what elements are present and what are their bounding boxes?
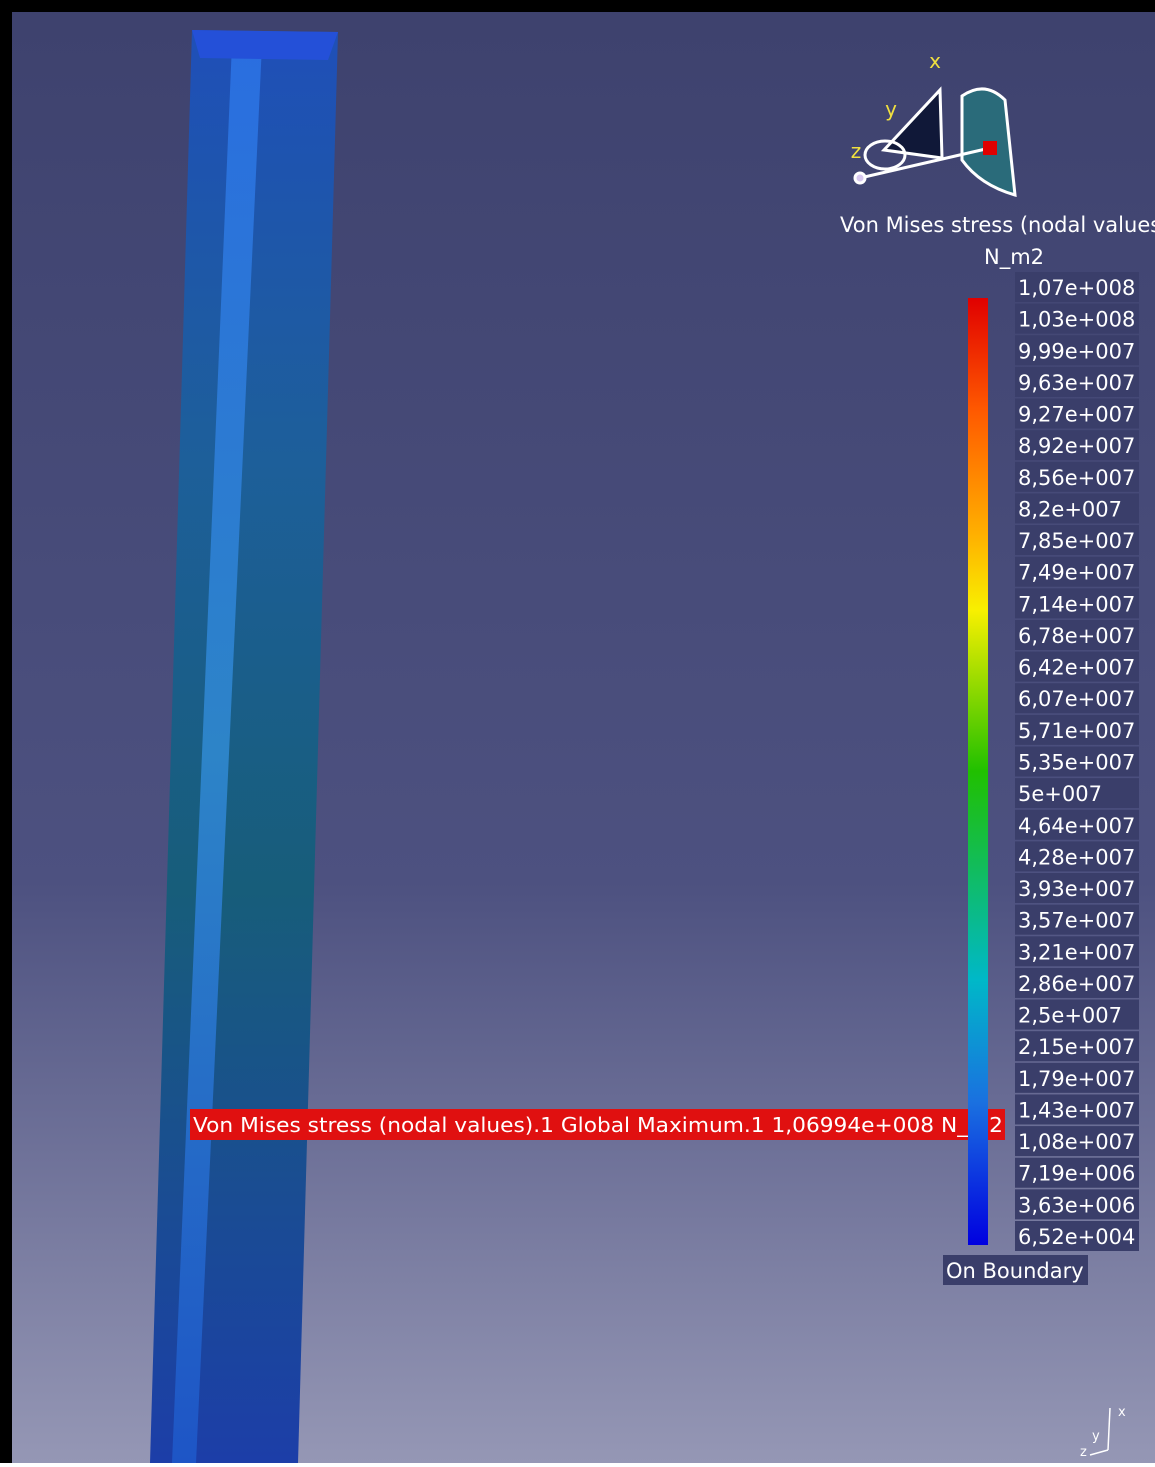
legend-label: 4,28e+007 — [1018, 845, 1135, 869]
legend-label: 3,21e+007 — [1018, 940, 1135, 964]
legend-label: 2,86e+007 — [1018, 972, 1135, 996]
triad-y: y — [1092, 1429, 1100, 1444]
legend-label: 6,42e+007 — [1018, 656, 1135, 680]
legend-label: 8,56e+007 — [1018, 466, 1135, 490]
legend-label: 1,79e+007 — [1018, 1067, 1135, 1091]
legend-label: 2,5e+007 — [1018, 1004, 1122, 1028]
legend-label: 1,07e+008 — [1018, 276, 1135, 300]
legend-label: 4,64e+007 — [1018, 814, 1135, 838]
legend-label: 6,78e+007 — [1018, 624, 1135, 648]
legend-label: 1,03e+008 — [1018, 308, 1135, 332]
legend-label: 7,85e+007 — [1018, 529, 1135, 553]
legend-label: 8,2e+007 — [1018, 497, 1122, 521]
legend-label: 7,49e+007 — [1018, 561, 1135, 585]
viewport: x y z Von Mises stress (nodal values N_m… — [0, 0, 1155, 1463]
legend-unit: N_m2 — [984, 245, 1044, 270]
legend-label: 5,71e+007 — [1018, 719, 1135, 743]
legend-label: 1,08e+007 — [1018, 1130, 1135, 1154]
beam-top — [192, 30, 338, 60]
legend-label: 5,35e+007 — [1018, 751, 1135, 775]
annotation-text: Von Mises stress (nodal values).1 Global… — [193, 1113, 1003, 1137]
legend-footer: On Boundary — [946, 1259, 1084, 1283]
compass-z: z — [851, 139, 862, 163]
triad-z: z — [1080, 1445, 1087, 1460]
triad-x: x — [1118, 1405, 1126, 1420]
legend-label: 3,93e+007 — [1018, 877, 1135, 901]
legend-label: 9,63e+007 — [1018, 371, 1135, 395]
compass-y: y — [885, 97, 897, 121]
legend-title: Von Mises stress (nodal values — [840, 213, 1155, 237]
page: x y z Von Mises stress (nodal values N_m… — [0, 0, 1155, 1463]
legend-label: 3,57e+007 — [1018, 909, 1135, 933]
legend-label: 7,14e+007 — [1018, 592, 1135, 616]
legend-label: 2,15e+007 — [1018, 1035, 1135, 1059]
legend-label: 3,63e+006 — [1018, 1193, 1135, 1217]
legend-label: 6,52e+004 — [1018, 1225, 1135, 1249]
legend-label: 9,27e+007 — [1018, 403, 1135, 427]
legend-label: 5e+007 — [1018, 782, 1102, 806]
legend-label: 6,07e+007 — [1018, 687, 1135, 711]
legend-label: 1,43e+007 — [1018, 1098, 1135, 1122]
legend-label: 9,99e+007 — [1018, 339, 1135, 363]
legend-label: 7,19e+006 — [1018, 1162, 1135, 1186]
legend-label: 8,92e+007 — [1018, 434, 1135, 458]
compass-x: x — [929, 49, 941, 73]
color-scale — [968, 298, 988, 1245]
